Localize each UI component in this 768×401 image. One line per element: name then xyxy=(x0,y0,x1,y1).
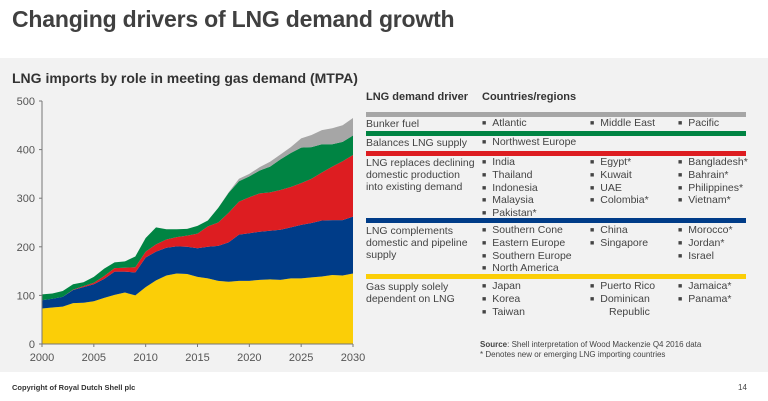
country-item: Egypt* xyxy=(590,156,649,170)
x-tick-label: 2030 xyxy=(341,352,365,364)
country-item: Panama* xyxy=(678,293,731,307)
footnote: * Denotes new or emerging LNG importing … xyxy=(480,350,666,359)
driver-label: Gas supply solely dependent on LNG xyxy=(366,281,455,305)
y-tick-label: 100 xyxy=(17,290,35,302)
area-series-0 xyxy=(42,273,353,344)
row-color-bar xyxy=(366,112,746,117)
country-item: Philippines* xyxy=(678,182,748,196)
country-item: Vietnam* xyxy=(678,195,748,208)
country-list: Egypt*KuwaitUAEColombia* xyxy=(590,156,649,208)
country-item: China xyxy=(590,224,648,238)
stacked-area-chart: 0 100 200 300 400 500 2000 2005 2010 2015 2020 2025… xyxy=(17,96,366,364)
country-item: Israel xyxy=(678,250,733,264)
country-list: Middle East xyxy=(590,117,655,131)
copyright: Copyright of Royal Dutch Shell plc xyxy=(12,383,136,392)
country-item: Thailand xyxy=(482,169,538,183)
country-list: Puerto RicoDominicanRepublic xyxy=(590,280,655,319)
country-item: Puerto Rico xyxy=(590,280,655,294)
source-label: Source xyxy=(480,340,508,349)
area-series-2 xyxy=(42,154,353,301)
country-item: Japan xyxy=(482,280,525,294)
country-item: Pacific xyxy=(678,117,719,131)
country-item: North America xyxy=(482,263,572,276)
y-tick-label: 400 xyxy=(17,145,35,157)
row-color-bar xyxy=(366,151,746,156)
country-list: Morocco*Jordan*Israel xyxy=(678,224,733,264)
country-item: Pakistan* xyxy=(482,207,538,221)
country-list: Northwest Europe xyxy=(482,136,576,150)
page-number: 14 xyxy=(738,383,747,392)
area-series-4 xyxy=(42,118,353,295)
country-item: UAE xyxy=(590,182,649,196)
country-list: Bangladesh*Bahrain*Philippines*Vietnam* xyxy=(678,156,748,208)
country-list: ChinaSingapore xyxy=(590,224,648,251)
country-item: Indonesia xyxy=(482,182,538,196)
area-series-1 xyxy=(42,216,353,309)
row-color-bar xyxy=(366,131,746,136)
row-color-bar xyxy=(366,218,746,223)
country-item: Jamaica* xyxy=(678,280,731,294)
y-tick-label: 300 xyxy=(17,193,35,205)
country-list: Jamaica*Panama* xyxy=(678,280,731,307)
country-item: Bahrain* xyxy=(678,169,748,183)
driver-label: LNG complements domestic and pipeline su… xyxy=(366,225,468,261)
x-tick-label: 2005 xyxy=(82,352,106,364)
country-list: JapanKoreaTaiwan xyxy=(482,280,525,320)
country-item: Southern Cone xyxy=(482,224,572,238)
y-tick-label: 500 xyxy=(17,96,35,108)
country-item: Singapore xyxy=(590,237,648,251)
country-list: Atlantic xyxy=(482,117,526,131)
chart-title: LNG imports by role in meeting gas deman… xyxy=(12,70,358,86)
country-list: Pacific xyxy=(678,117,719,131)
country-item: Dominican xyxy=(590,293,655,307)
y-tick-label: 200 xyxy=(17,242,35,254)
country-item: Morocco* xyxy=(678,224,732,238)
country-item: India xyxy=(482,156,538,170)
header-countries: Countries/regions xyxy=(482,91,577,103)
country-item: Jordan* xyxy=(678,237,733,251)
country-item: Middle East xyxy=(590,117,655,131)
country-list: IndiaThailandIndonesiaMalaysiaPakistan* xyxy=(482,156,538,221)
country-list: Southern ConeEastern EuropeSouthern Euro… xyxy=(482,224,572,276)
x-tick-label: 2010 xyxy=(133,352,157,364)
driver-label: LNG replaces declining domestic producti… xyxy=(366,157,475,193)
country-item: Bangladesh* xyxy=(678,156,748,170)
country-item: Northwest Europe xyxy=(482,136,576,150)
country-item: Taiwan xyxy=(482,306,525,320)
driver-label: Balances LNG supply xyxy=(366,137,467,149)
source-text: : Shell interpretation of Wood Mackenzie… xyxy=(507,340,702,349)
country-item: Kuwait xyxy=(590,169,649,183)
country-item: Korea xyxy=(482,293,525,307)
y-tick-label: 0 xyxy=(29,339,35,351)
country-item-cont: Republic xyxy=(609,305,650,318)
x-tick-label: 2025 xyxy=(289,352,313,364)
country-item: Atlantic xyxy=(482,117,526,131)
driver-label: Bunker fuel xyxy=(366,118,420,130)
x-tick-label: 2015 xyxy=(185,352,209,364)
country-item: Eastern Europe xyxy=(482,237,572,251)
source-note: Source: Shell interpretation of Wood Mac… xyxy=(480,340,701,360)
country-item: Malaysia xyxy=(482,195,538,208)
country-item: Colombia* xyxy=(590,195,648,208)
area-series-3 xyxy=(42,135,353,301)
x-tick-label: 2000 xyxy=(30,352,54,364)
x-tick-label: 2020 xyxy=(237,352,261,364)
header-driver: LNG demand driver xyxy=(366,91,469,103)
row-color-bar xyxy=(366,274,746,279)
slide-title: Changing drivers of LNG demand growth xyxy=(12,6,455,32)
country-item: Southern Europe xyxy=(482,250,571,264)
